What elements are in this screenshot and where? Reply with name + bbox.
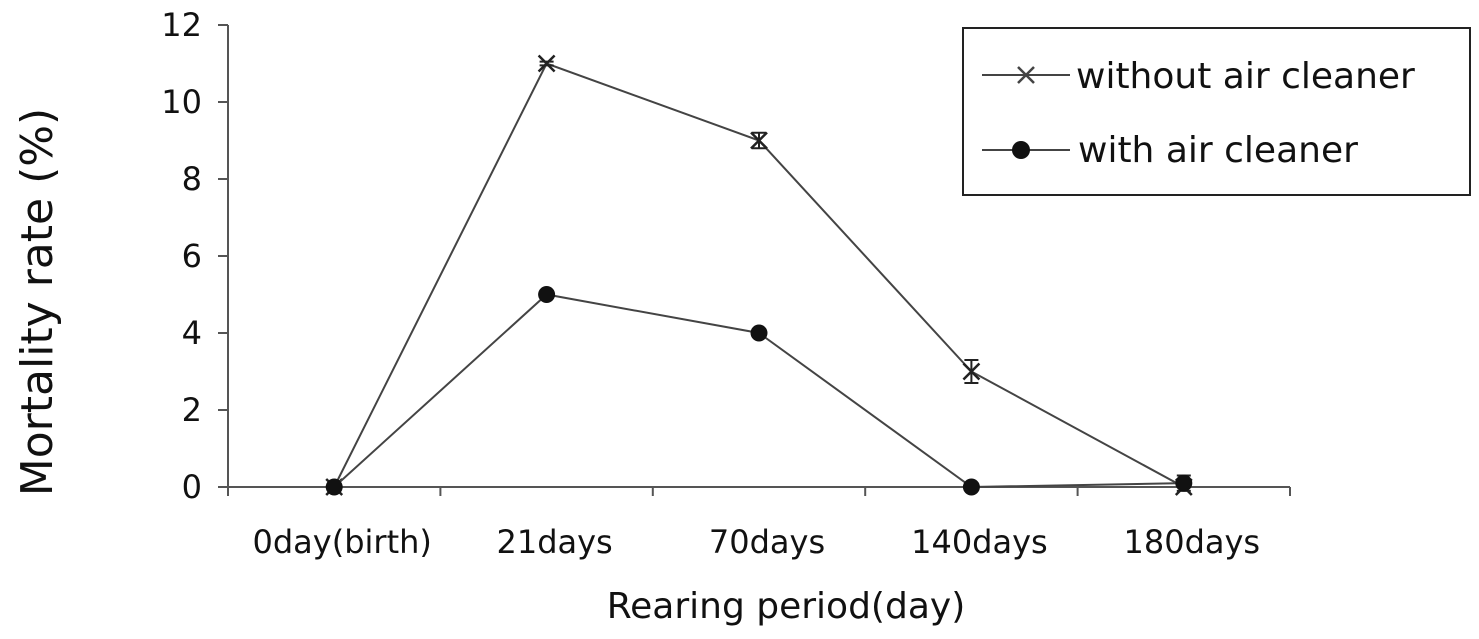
x-tick-label: 0day(birth) xyxy=(253,523,432,561)
legend-x-marker-icon xyxy=(1017,66,1035,84)
legend-circle-marker-icon xyxy=(1012,141,1030,159)
data-point-x xyxy=(962,362,981,381)
x-ticks: 0day(birth) 21days 70days 140days 180days xyxy=(227,487,1291,561)
y-tick-label: 8 xyxy=(182,160,202,198)
x-tick-label: 180days xyxy=(1123,523,1260,561)
y-tick-label: 10 xyxy=(161,83,202,121)
y-axis-title: Mortality rate (%) xyxy=(12,108,63,496)
data-point-circle xyxy=(962,478,980,496)
plot-area: 0 2 4 6 8 10 12 0day(birth) 21days 70days 140days… xyxy=(161,6,1291,561)
series-with-air-cleaner xyxy=(325,286,1193,496)
y-tick-label: 4 xyxy=(182,314,202,352)
legend-box xyxy=(962,27,1471,196)
legend-label-without: without air cleaner xyxy=(1076,56,1415,97)
x-tick-label: 70days xyxy=(709,523,825,561)
y-tick-label: 0 xyxy=(182,468,202,506)
y-ticks: 0 2 4 6 8 10 12 xyxy=(161,6,228,506)
y-tick-label: 12 xyxy=(161,6,202,44)
legend-item-with-air-cleaner: with air cleaner xyxy=(982,130,1358,171)
data-point-circle xyxy=(1175,474,1193,492)
y-tick-label: 6 xyxy=(182,237,202,275)
data-point-x xyxy=(537,54,556,73)
data-point-x xyxy=(750,131,768,150)
data-point-circle xyxy=(325,478,343,496)
legend: without air cleaner with air cleaner xyxy=(962,27,1471,196)
data-point-circle xyxy=(538,286,556,303)
data-point-circle xyxy=(750,324,768,342)
x-tick-label: 140days xyxy=(911,523,1048,561)
legend-item-without-air-cleaner: without air cleaner xyxy=(982,56,1415,97)
legend-label-with: with air cleaner xyxy=(1078,130,1358,171)
x-axis-title: Rearing period(day) xyxy=(607,586,966,627)
y-tick-label: 2 xyxy=(182,391,202,429)
series-layer xyxy=(325,54,1193,496)
series-line xyxy=(333,293,1184,489)
x-tick-label: 21days xyxy=(496,523,612,561)
